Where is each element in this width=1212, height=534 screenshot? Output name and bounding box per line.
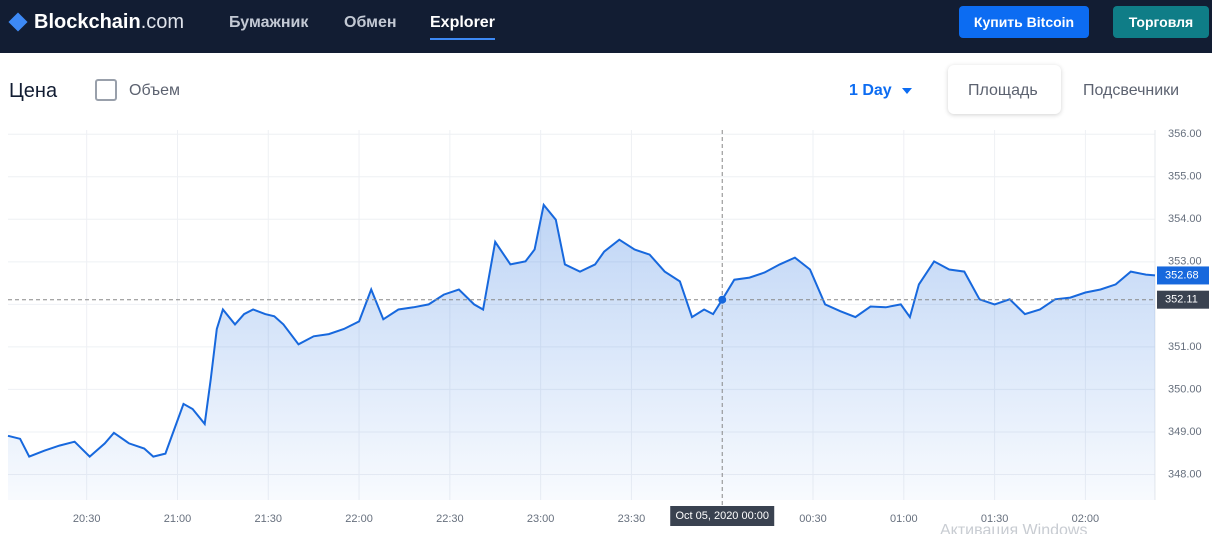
price-line: [7, 202, 1156, 458]
y-tick-label: 351.00: [1168, 341, 1202, 353]
nav-item[interactable]: Обмен: [344, 14, 397, 31]
y-tick-label: 348.00: [1168, 468, 1202, 480]
nav-item[interactable]: Explorer: [430, 14, 495, 40]
crosshair-x-label: Oct 05, 2020 00:00: [675, 510, 769, 522]
price-title: Цена: [9, 80, 58, 102]
logo[interactable]: Blockchain.com: [34, 11, 184, 34]
header: Blockchain.com Бумажник Обмен Explorer К…: [0, 0, 1212, 53]
crosshair-y-label: 352.11: [1165, 294, 1198, 306]
area: [8, 204, 1155, 500]
x-tick-label: 23:30: [618, 513, 646, 525]
x-tick-label: 22:00: [345, 513, 373, 525]
trade-button[interactable]: Торговля: [1113, 6, 1209, 38]
buy-button[interactable]: Купить Bitcoin: [959, 6, 1089, 38]
x-tick-label: 01:00: [890, 513, 918, 525]
y-tick-label: 356.00: [1168, 128, 1202, 140]
x-tick-label: 22:30: [436, 513, 464, 525]
candles-tab[interactable]: Подсвечники: [1083, 82, 1180, 99]
y-tick-label: 350.00: [1168, 383, 1202, 395]
x-tick-label: 01:30: [981, 513, 1009, 525]
watermark: Активация Windows: [940, 522, 1087, 534]
last-price-box: [1157, 266, 1209, 285]
y-tick-label: 349.00: [1168, 426, 1202, 438]
logo-name: Blockchain: [34, 11, 141, 33]
area-tab[interactable]: Площадь: [968, 82, 1038, 99]
y-tick-label: 353.00: [1168, 256, 1202, 268]
x-tick-label: 21:30: [255, 513, 283, 525]
x-tick-label: 20:30: [73, 513, 101, 525]
crosshair-point: [718, 295, 727, 304]
volume-label[interactable]: Объем: [129, 82, 180, 99]
x-tick-label: 02:00: [1072, 513, 1100, 525]
crosshair-y-box: [1157, 290, 1209, 309]
x-tick-label: 21:00: [164, 513, 192, 525]
last-price-label: 352.68: [1165, 269, 1199, 281]
x-tick-label: 00:30: [799, 513, 827, 525]
nav-item[interactable]: Бумажник: [229, 14, 309, 31]
checkbox[interactable]: [95, 79, 117, 101]
x-tick-label: 23:00: [527, 513, 555, 525]
y-tick-label: 355.00: [1168, 171, 1202, 183]
logo-suffix: .com: [140, 11, 185, 33]
y-tick-label: 354.00: [1168, 213, 1202, 225]
dropdown-arrow: [902, 88, 912, 94]
crosshair-x-label-box: [670, 506, 775, 526]
range-select[interactable]: 1 Day: [849, 82, 892, 99]
logo-icon: [8, 12, 28, 32]
